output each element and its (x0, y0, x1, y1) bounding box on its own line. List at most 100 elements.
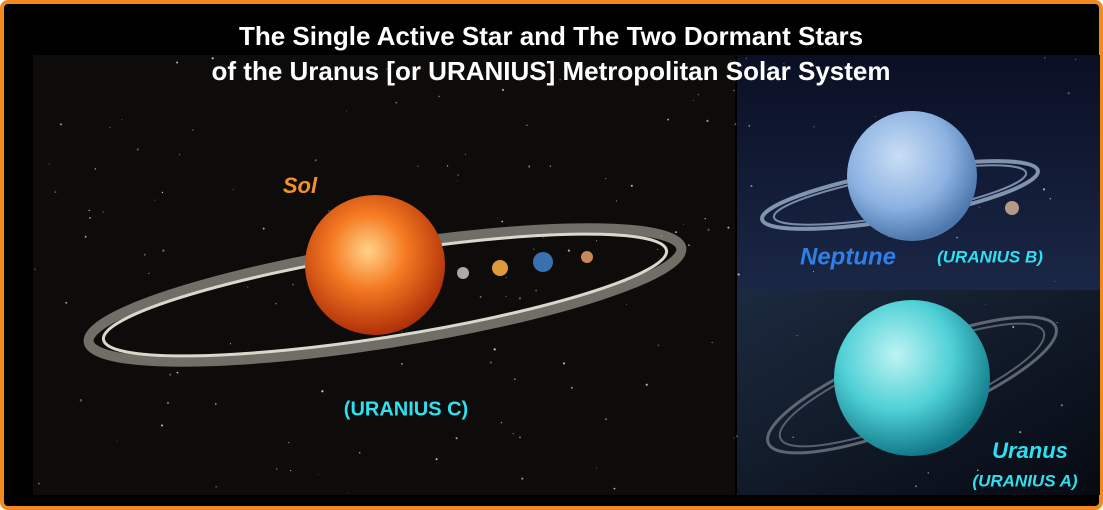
star (457, 180, 458, 181)
star (657, 249, 658, 250)
star (501, 422, 503, 424)
star (513, 433, 515, 435)
star (1068, 92, 1070, 94)
star (348, 492, 349, 493)
star (514, 378, 515, 379)
star (148, 273, 149, 274)
star (328, 210, 329, 211)
star (395, 102, 397, 104)
star (247, 286, 248, 287)
star (526, 124, 528, 126)
illustration: The Single Active Star and The Two Dorma… (0, 0, 1103, 510)
star (359, 452, 361, 454)
star (688, 244, 690, 246)
star (89, 210, 90, 211)
star (60, 123, 62, 125)
star (519, 297, 521, 299)
star (1055, 281, 1056, 282)
star (705, 218, 706, 219)
star (631, 185, 633, 187)
star (103, 211, 104, 212)
planet (533, 252, 553, 272)
star (568, 249, 570, 251)
planet (457, 267, 469, 279)
star (506, 296, 507, 297)
uranus (834, 300, 990, 456)
star (263, 228, 265, 230)
star (733, 437, 734, 438)
star (706, 120, 708, 122)
star (490, 362, 492, 364)
star (543, 237, 544, 238)
star (233, 189, 234, 190)
star (161, 424, 163, 426)
star (457, 174, 459, 176)
star (109, 127, 110, 128)
star (614, 488, 616, 490)
star (480, 296, 482, 298)
star (438, 96, 440, 98)
star (80, 399, 82, 401)
star (693, 100, 694, 101)
star (985, 304, 986, 305)
sun (305, 195, 445, 335)
star (736, 436, 737, 437)
star (276, 468, 277, 469)
star (563, 362, 565, 364)
star (698, 94, 699, 95)
star (733, 90, 735, 92)
star (979, 207, 980, 208)
star (646, 384, 648, 386)
star (596, 240, 597, 241)
star (1061, 404, 1063, 406)
star (315, 159, 317, 161)
star (571, 387, 573, 389)
star (683, 224, 684, 225)
star (792, 437, 793, 438)
star (596, 468, 597, 469)
star (707, 229, 709, 231)
star (318, 474, 319, 475)
neptune-label: Neptune (800, 243, 896, 270)
star (137, 149, 139, 151)
star (144, 254, 146, 256)
sol-name: (URANIUS C) (344, 398, 468, 420)
star (667, 119, 669, 121)
star (533, 248, 534, 249)
star (494, 348, 496, 350)
star (288, 442, 290, 444)
star (519, 436, 521, 438)
star (275, 303, 277, 305)
star (626, 304, 627, 305)
star (55, 191, 57, 193)
star (121, 119, 122, 120)
star (616, 201, 617, 202)
star (465, 154, 466, 155)
star (528, 166, 530, 168)
sol-label: Sol (283, 173, 318, 198)
star (34, 269, 36, 271)
star (738, 273, 740, 275)
star (748, 125, 750, 127)
star (521, 478, 523, 480)
moon (1005, 201, 1019, 215)
star (813, 271, 814, 272)
star (215, 403, 217, 405)
star (1019, 431, 1021, 433)
star (401, 363, 403, 365)
uranus-label: Uranus (992, 438, 1068, 463)
star (605, 418, 607, 420)
star (215, 486, 217, 488)
star (447, 165, 448, 166)
star (875, 116, 876, 117)
star (750, 185, 752, 187)
star (502, 89, 504, 91)
page: The Single Active Star and The Two Dorma… (0, 0, 1103, 510)
star (176, 62, 178, 64)
star (550, 166, 551, 167)
star (162, 192, 163, 193)
planet (492, 260, 508, 276)
star (85, 236, 87, 238)
star (712, 342, 713, 343)
star (813, 126, 814, 127)
